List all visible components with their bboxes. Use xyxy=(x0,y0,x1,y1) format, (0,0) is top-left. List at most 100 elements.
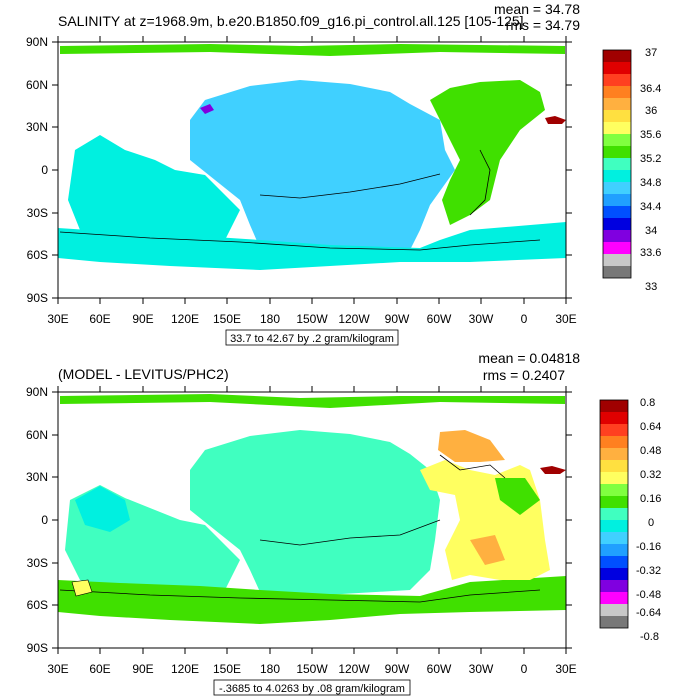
colorbar-swatch xyxy=(603,242,631,254)
lon-label: 60W xyxy=(427,312,452,326)
map-field xyxy=(58,42,566,298)
lon-label: 30E xyxy=(47,662,68,676)
lon-label: 90W xyxy=(385,662,410,676)
range-note-box xyxy=(213,679,411,696)
colorbar-swatch xyxy=(600,448,628,460)
lon-label: 30E xyxy=(555,312,576,326)
lon-label: 150W xyxy=(296,662,328,676)
lat-axis: 90N 60N 30N 0 30S 60S 90S xyxy=(26,385,572,655)
lon-label: 60W xyxy=(427,662,452,676)
panel-title: SALINITY at z=1968.9m, b.e20.B1850.f09_g… xyxy=(58,13,524,29)
lat-label: 30N xyxy=(26,470,48,484)
lat-label: 30N xyxy=(26,120,48,134)
colorbar-label: -0.64 xyxy=(636,607,661,619)
colorbar: 37 36.4 36 35.6 35.2 34.8 34.4 34 33.6 3… xyxy=(602,47,661,293)
colorbar-swatch xyxy=(603,266,631,278)
colorbar-label: 0 xyxy=(648,517,654,529)
colorbar-label: 35.2 xyxy=(640,153,661,165)
colorbar-label: 34.8 xyxy=(640,177,661,189)
lat-label: 90S xyxy=(27,641,48,655)
colorbar-swatch xyxy=(603,122,631,134)
lon-label: 60E xyxy=(89,662,110,676)
colorbar: 0.8 0.64 0.48 0.32 0.16 0 -0.16 -0.32 -0… xyxy=(599,397,661,643)
lat-label: 30S xyxy=(27,206,48,220)
colorbar-swatch xyxy=(600,544,628,556)
lat-label: 60S xyxy=(27,598,48,612)
colorbar-swatch xyxy=(603,230,631,242)
rms-label: rms = 34.79 xyxy=(506,17,581,33)
lat-label: 60S xyxy=(27,248,48,262)
colorbar-swatch xyxy=(600,496,628,508)
lat-label: 90N xyxy=(26,35,48,49)
colorbar-swatch xyxy=(600,604,628,616)
lon-label: 30E xyxy=(47,312,68,326)
mean-label: mean = 34.78 xyxy=(494,1,580,17)
lon-label: 180 xyxy=(260,662,280,676)
colorbar-swatch xyxy=(600,400,628,412)
lon-label: 120W xyxy=(338,662,370,676)
colorbar-label: 0.32 xyxy=(640,469,661,481)
lat-label: 0 xyxy=(41,513,48,527)
colorbar-swatch xyxy=(600,472,628,484)
lat-label: 60N xyxy=(26,428,48,442)
lon-label: 0 xyxy=(521,312,528,326)
lat-axis: 90N 60N 30N 0 30S 60S 90S xyxy=(26,35,572,305)
colorbar-label: 0.16 xyxy=(640,493,661,505)
colorbar-swatch xyxy=(603,74,631,86)
colorbar-swatch xyxy=(603,158,631,170)
colorbar-swatch xyxy=(603,170,631,182)
lat-label: 0 xyxy=(41,163,48,177)
colorbar-swatch xyxy=(603,50,631,62)
colorbar-swatch xyxy=(600,508,628,520)
lon-label: 150E xyxy=(213,662,241,676)
panel-difference: (MODEL - LEVITUS/PHC2) mean = 0.04818 rm… xyxy=(26,350,661,696)
rms-label: rms = 0.2407 xyxy=(483,367,565,383)
colorbar-label: 36.4 xyxy=(640,83,661,95)
lon-label: 120W xyxy=(338,312,370,326)
colorbar-label: 0.8 xyxy=(640,397,655,409)
colorbar-label: -0.16 xyxy=(636,541,661,553)
colorbar-swatch xyxy=(603,218,631,230)
colorbar-label: 36 xyxy=(645,105,657,117)
lon-label: 120E xyxy=(171,312,199,326)
range-note: 33.7 to 42.67 by .2 gram/kilogram xyxy=(230,333,394,345)
lon-label: 180 xyxy=(260,312,280,326)
lon-label: 150E xyxy=(213,312,241,326)
range-note-box xyxy=(225,329,399,346)
lon-axis: 30E 60E 90E 120E 150E 180 150W 120W 90W … xyxy=(47,386,577,676)
lat-label: 30S xyxy=(27,556,48,570)
colorbar-label: -0.48 xyxy=(636,589,661,601)
lat-label: 60N xyxy=(26,78,48,92)
colorbar-swatch xyxy=(600,412,628,424)
lon-label: 150W xyxy=(296,312,328,326)
colorbar-label: -0.8 xyxy=(640,631,659,643)
colorbar-label: 33 xyxy=(645,281,657,293)
colorbar-label: 37 xyxy=(645,47,657,59)
colorbar-swatch xyxy=(603,134,631,146)
colorbar-label: 35.6 xyxy=(640,129,661,141)
colorbar-swatch xyxy=(600,520,628,532)
colorbar-swatch xyxy=(600,580,628,592)
colorbar-swatch xyxy=(600,568,628,580)
colorbar-swatch xyxy=(600,484,628,496)
colorbar-swatch xyxy=(603,62,631,74)
colorbar-label: 0.48 xyxy=(640,445,661,457)
colorbar-label: 34 xyxy=(645,225,657,237)
colorbar-label: 0.64 xyxy=(640,421,661,433)
colorbar-swatch xyxy=(600,424,628,436)
lon-label: 90E xyxy=(132,312,153,326)
colorbar-label: 34.4 xyxy=(640,201,661,213)
colorbar-label: -0.32 xyxy=(636,565,661,577)
colorbar-swatch xyxy=(603,182,631,194)
colorbar-swatch xyxy=(600,532,628,544)
colorbar-swatch xyxy=(600,592,628,604)
lon-label: 90W xyxy=(385,312,410,326)
colorbar-swatch xyxy=(600,460,628,472)
map-field xyxy=(58,392,566,648)
lon-label: 120E xyxy=(171,662,199,676)
colorbar-swatch xyxy=(603,110,631,122)
lon-label: 30W xyxy=(469,312,494,326)
panel-title: (MODEL - LEVITUS/PHC2) xyxy=(58,366,229,382)
colorbar-swatch xyxy=(600,556,628,568)
